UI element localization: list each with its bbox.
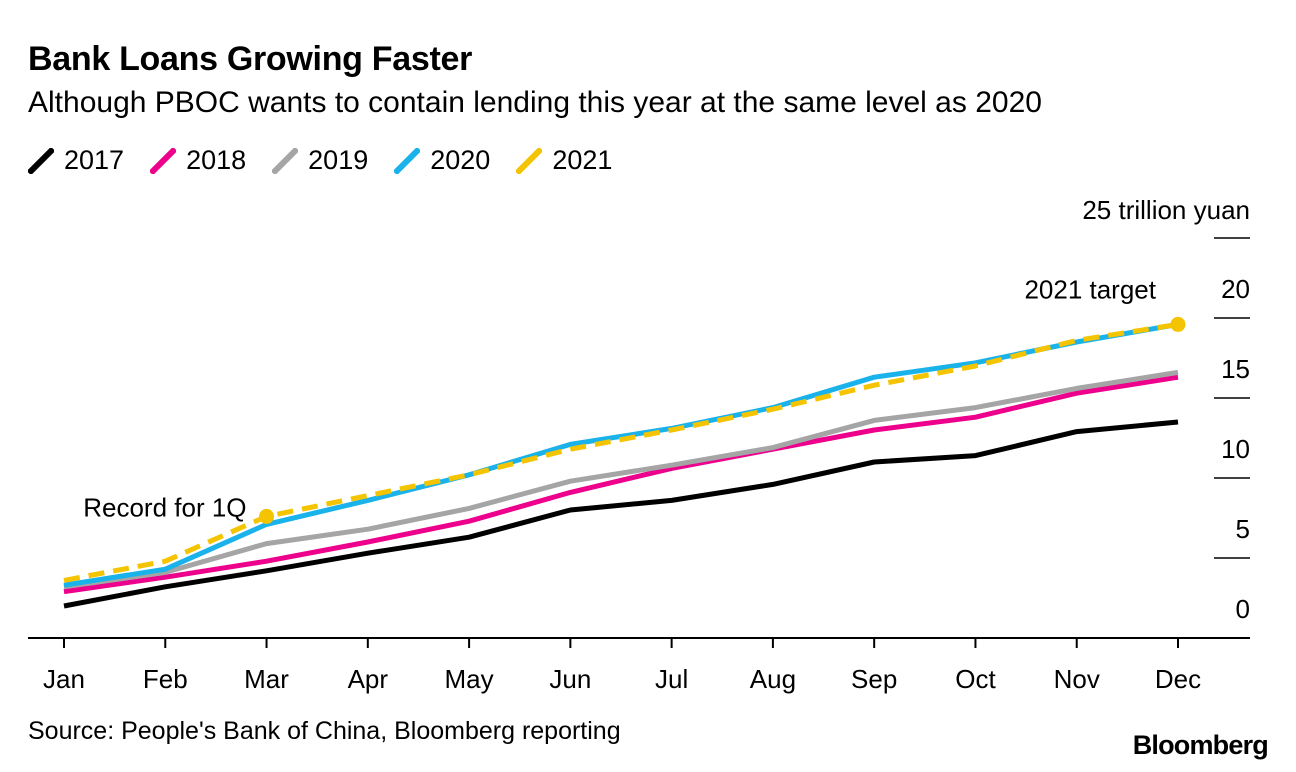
legend-swatch-2019 <box>272 147 299 174</box>
annotation-label: Record for 1Q <box>83 492 246 522</box>
annotation-label: 2021 target <box>1024 274 1156 304</box>
x-tick-label: Oct <box>955 664 996 694</box>
x-tick-label: Nov <box>1054 664 1100 694</box>
series-line-2019 <box>63 369 1179 590</box>
legend-label-2019: 2019 <box>308 145 369 175</box>
x-tick-label: Mar <box>244 664 289 694</box>
x-tick-label: Apr <box>348 664 389 694</box>
chart-subtitle: Although PBOC wants to contain lending t… <box>28 86 1042 119</box>
x-tick-label: May <box>445 664 494 694</box>
x-tick-label: Dec <box>1155 664 1201 694</box>
x-tick-label: Jan <box>43 664 85 694</box>
legend: 2017 2018 2019 2020 2021 <box>28 145 638 176</box>
legend-swatch-2018 <box>150 147 177 174</box>
y-axis-unit-label: 25 trillion yuan <box>1082 195 1250 225</box>
legend-item-2020: 2020 <box>394 145 490 176</box>
x-tick-label: Sep <box>851 664 897 694</box>
legend-label-2017: 2017 <box>64 145 125 175</box>
legend-label-2021: 2021 <box>552 145 613 175</box>
source-note: Source: People's Bank of China, Bloomber… <box>28 717 621 745</box>
legend-swatch-2021 <box>516 147 543 174</box>
legend-item-2019: 2019 <box>272 145 368 176</box>
x-tick-label: Jun <box>549 664 591 694</box>
chart-title: Bank Loans Growing Faster <box>28 40 473 78</box>
legend-item-2017: 2017 <box>28 145 124 176</box>
bloomberg-logo: Bloomberg <box>1132 730 1269 760</box>
legend-swatch-2017 <box>28 147 54 174</box>
y-tick-label: 15 <box>1221 354 1250 384</box>
annotation-marker <box>1170 316 1186 332</box>
series-line-2018 <box>63 374 1179 595</box>
x-tick-label: Feb <box>143 664 188 694</box>
series-line-2017 <box>63 419 1179 609</box>
legend-item-2018: 2018 <box>150 145 246 176</box>
series-line-2021 <box>63 321 1179 583</box>
y-tick-label: 5 <box>1236 514 1250 544</box>
y-tick-label: 20 <box>1221 274 1250 304</box>
series-line-2020 <box>63 321 1179 588</box>
legend-label-2018: 2018 <box>186 145 247 175</box>
legend-label-2020: 2020 <box>430 145 491 175</box>
y-tick-label: 10 <box>1221 434 1250 464</box>
legend-item-2021: 2021 <box>516 145 612 176</box>
legend-swatch-2020 <box>394 147 421 174</box>
annotation-marker <box>259 508 275 524</box>
x-tick-label: Aug <box>750 664 796 694</box>
x-tick-label: Jul <box>655 664 688 694</box>
y-tick-label: 0 <box>1236 594 1250 624</box>
